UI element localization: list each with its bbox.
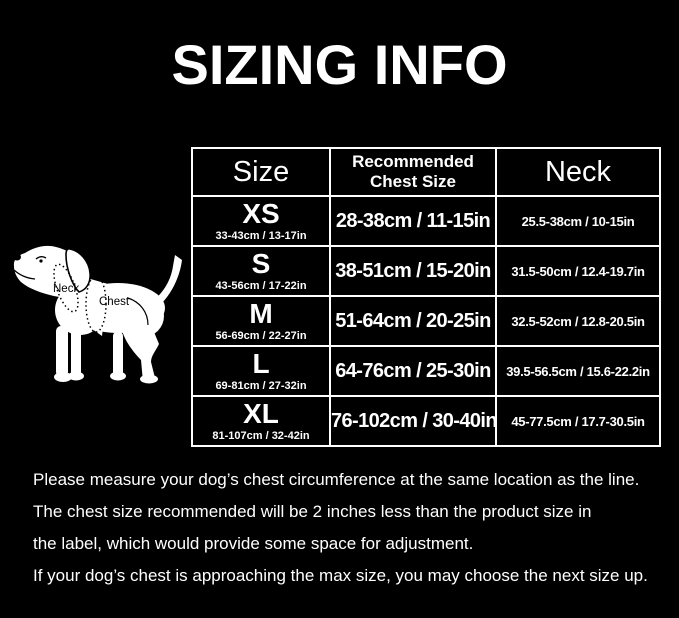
neck-measure-line [53, 263, 79, 313]
neck-cell: 45-77.5cm / 17.7-30.5in [495, 395, 661, 447]
dog-eye [39, 259, 43, 263]
dog-haunch-line [127, 297, 149, 326]
dog-nose [13, 253, 21, 261]
size-cell: XL 81-107cm / 32-42in [191, 395, 331, 447]
chest-cell: 76-102cm / 30-40in [329, 395, 497, 447]
size-sublabel: 81-107cm / 32-42in [212, 430, 310, 442]
note-line: the label, which would provide some spac… [33, 534, 474, 553]
size-sublabel: 43-56cm / 17-22in [215, 280, 307, 292]
table-row: S 43-56cm / 17-22in 38-51cm / 15-20in 31… [191, 245, 661, 297]
size-sublabel: 33-43cm / 13-17in [215, 230, 307, 242]
dog-diagram: Neck Chest [13, 245, 182, 384]
table-row: L 69-81cm / 27-32in 64-76cm / 25-30in 39… [191, 345, 661, 397]
neck-cell: 25.5-38cm / 10-15in [495, 195, 661, 247]
note-line: If your dog’s chest is approaching the m… [33, 566, 648, 585]
dog-far-front-leg [71, 328, 81, 377]
chest-cell: 51-64cm / 20-25in [329, 295, 497, 347]
size-sublabel: 69-81cm / 27-32in [215, 380, 307, 392]
dog-mouth [13, 269, 36, 280]
neck-diagram-label: Neck [53, 283, 79, 295]
dog-eyebrow [35, 256, 47, 260]
note-line: Please measure your dog’s chest circumfe… [33, 470, 640, 489]
size-label: XL [243, 398, 279, 429]
size-cell: S 43-56cm / 17-22in [191, 245, 331, 297]
table-row: XS 33-43cm / 13-17in 28-38cm / 11-15in 2… [191, 195, 661, 247]
dog-front-leg [56, 326, 68, 377]
dog-ear [65, 248, 91, 293]
table-row: XL 81-107cm / 32-42in 76-102cm / 30-40in… [191, 395, 661, 447]
neck-column-header: Neck [495, 147, 661, 197]
size-column-header: Size [191, 147, 331, 197]
table-header-row: Size Recommended Chest Size Neck [191, 147, 661, 197]
page-title: SIZING INFO [171, 33, 508, 96]
chest-diagram-label: Chest [99, 296, 130, 308]
size-label: L [252, 348, 270, 379]
size-label: XS [242, 198, 280, 229]
size-cell: L 69-81cm / 27-32in [191, 345, 331, 397]
sizing-table: Size Recommended Chest Size Neck XS 33-4… [191, 147, 661, 447]
size-label: M [249, 298, 273, 329]
chest-cell: 28-38cm / 11-15in [329, 195, 497, 247]
neck-cell: 39.5-56.5cm / 15.6-22.2in [495, 345, 661, 397]
neck-cell: 31.5-50cm / 12.4-19.7in [495, 245, 661, 297]
chest-column-header: Recommended Chest Size [329, 147, 497, 197]
table-row: M 56-69cm / 22-27in 51-64cm / 20-25in 32… [191, 295, 661, 347]
chest-cell: 38-51cm / 15-20in [329, 245, 497, 297]
dog-far-hind-leg [113, 332, 123, 377]
note-line: The chest size recommended will be 2 inc… [33, 502, 592, 521]
size-label: S [251, 248, 271, 279]
size-cell: M 56-69cm / 22-27in [191, 295, 331, 347]
size-sublabel: 56-69cm / 22-27in [215, 330, 307, 342]
measuring-notes: Please measure your dog’s chest circumfe… [33, 464, 669, 592]
dog-tail [152, 255, 182, 308]
neck-cell: 32.5-52cm / 12.8-20.5in [495, 295, 661, 347]
size-cell: XS 33-43cm / 13-17in [191, 195, 331, 247]
dog-hind-leg [122, 324, 159, 382]
chest-cell: 64-76cm / 25-30in [329, 345, 497, 397]
chest-measure-line [85, 275, 107, 333]
